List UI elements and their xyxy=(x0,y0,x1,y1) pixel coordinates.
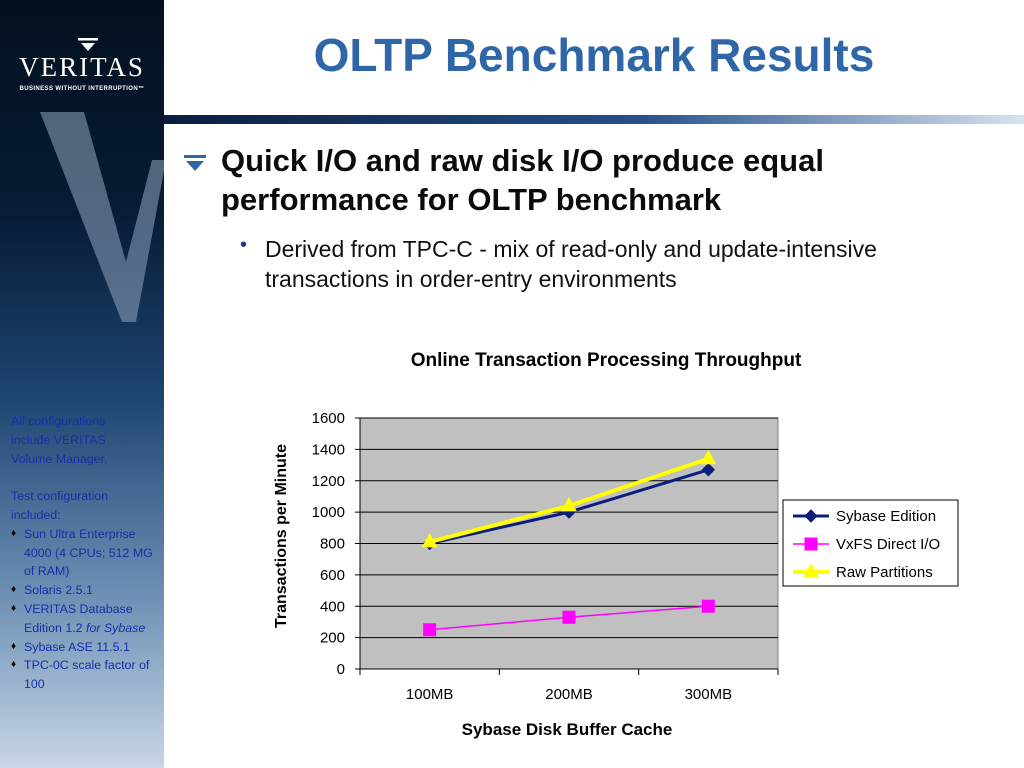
legend-label: Sybase Edition xyxy=(836,508,936,525)
y-tick-label: 800 xyxy=(320,536,345,553)
veritas-v-watermark xyxy=(40,112,164,322)
test-config-heading: Test configuration xyxy=(11,489,109,504)
data-point-1 xyxy=(701,599,715,613)
chart-title: Online Transaction Processing Throughput xyxy=(411,350,802,371)
data-point-1 xyxy=(562,610,576,624)
sub-bullet: Derived from TPC-C - mix of read-only an… xyxy=(265,236,877,292)
legend-marker xyxy=(803,562,819,578)
data-point-2 xyxy=(421,532,438,548)
x-tick-label: 200MB xyxy=(545,686,593,703)
data-point-2 xyxy=(561,496,577,512)
sidebar: VERITAS BUSINESS WITHOUT INTERRUPTION™ A… xyxy=(0,0,164,768)
note-line: All configurations xyxy=(11,414,106,428)
y-tick-label: 200 xyxy=(320,630,345,647)
x-tick-label: 300MB xyxy=(685,686,733,703)
test-config-item: Sybase ASE 11.5.1 xyxy=(11,638,163,657)
y-tick-label: 600 xyxy=(320,567,345,584)
y-tick-label: 1400 xyxy=(312,441,345,458)
x-axis-label: Sybase Disk Buffer Cache xyxy=(462,720,673,739)
y-axis-label: Transactions per Minute xyxy=(273,444,290,628)
legend-marker xyxy=(804,509,818,523)
y-tick-label: 0 xyxy=(337,661,345,678)
test-config-item: Solaris 2.5.1 xyxy=(11,581,163,600)
legend-label: VxFS Direct I/O xyxy=(836,536,940,553)
italic-note: for Sybase xyxy=(86,620,146,635)
data-point-2 xyxy=(700,449,717,465)
legend-marker xyxy=(804,537,818,551)
test-config-heading: included: xyxy=(11,507,61,522)
throughput-chart: Online Transaction Processing Throughput… xyxy=(273,350,959,739)
main-bullet: Quick I/O and raw disk I/O produce equal… xyxy=(221,143,824,217)
title-divider xyxy=(164,115,1024,124)
note-line: include VERITAS xyxy=(11,432,106,447)
test-config-item: Sun Ultra Enterprise 4000 (4 CPUs; 512 M… xyxy=(11,525,163,581)
x-tick-label: 100MB xyxy=(406,686,454,703)
y-tick-label: 400 xyxy=(320,598,345,615)
configuration-notes: All configurations include VERITAS Volum… xyxy=(11,412,163,694)
slide-title: OLTP Benchmark Results xyxy=(313,29,875,81)
veritas-tagline: BUSINESS WITHOUT INTERRUPTION™ xyxy=(19,86,145,92)
legend-label: Raw Partitions xyxy=(836,564,933,581)
y-tick-label: 1000 xyxy=(312,504,345,521)
y-tick-label: 1600 xyxy=(312,410,345,427)
chevron-down-bullet-icon xyxy=(184,155,206,171)
veritas-logo: VERITAS xyxy=(19,52,145,82)
y-tick-label: 1200 xyxy=(312,473,345,490)
data-point-0 xyxy=(701,463,716,477)
bullet-dot: • xyxy=(240,234,248,256)
test-config-list: Sun Ultra Enterprise 4000 (4 CPUs; 512 M… xyxy=(11,525,163,694)
data-point-1 xyxy=(423,623,437,637)
veritas-logo-mark-icon xyxy=(78,38,98,51)
note-line: Volume Manager. xyxy=(11,451,108,466)
test-config-item: TPC-0C scale factor of 100 xyxy=(11,656,163,694)
test-config-item: VERITAS Database Edition 1.2 for Sybase xyxy=(11,600,163,638)
